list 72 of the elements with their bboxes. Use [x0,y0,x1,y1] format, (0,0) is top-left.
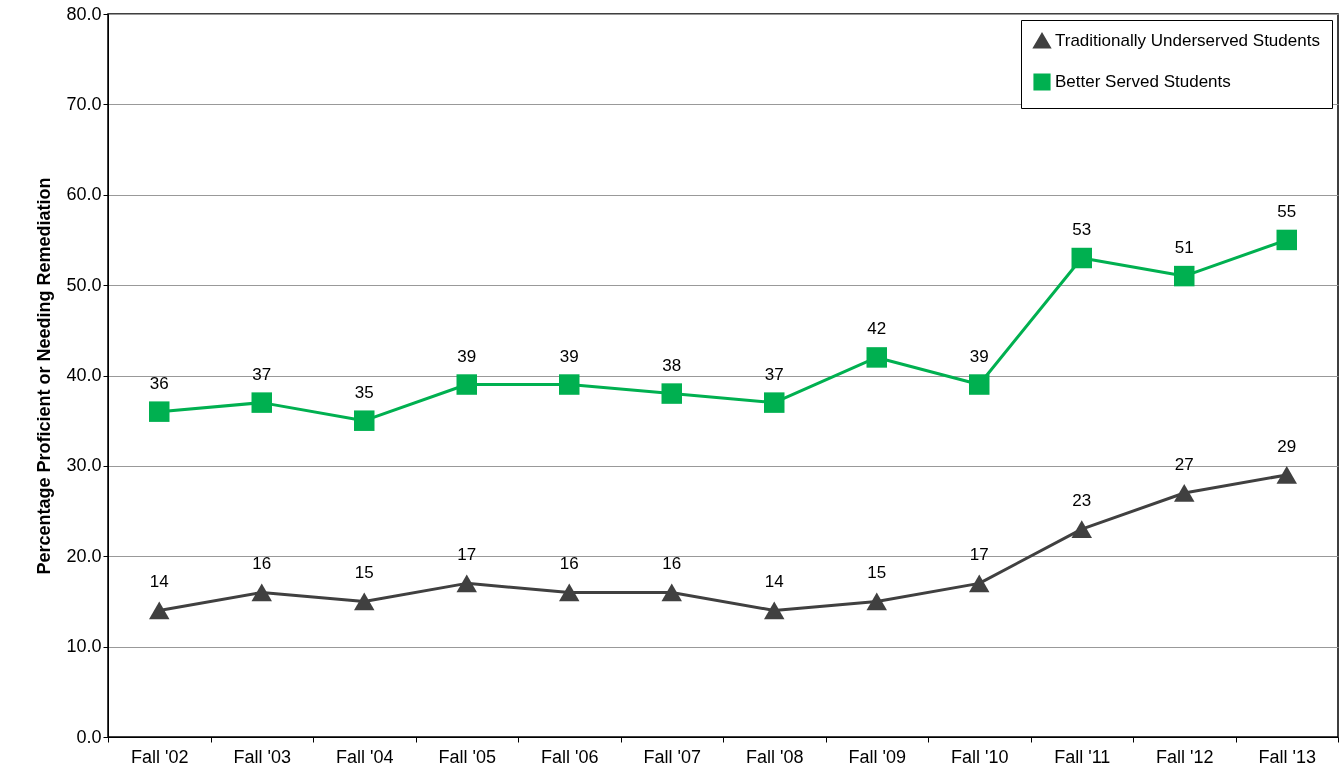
point [1276,466,1297,484]
data-label: 55 [1277,201,1297,221]
x-tick-label: Fall '13 [1258,746,1316,767]
point [251,583,272,602]
data-label: 27 [1174,454,1194,474]
data-label: 16 [662,554,682,574]
point [456,574,477,593]
point [1174,484,1195,502]
point [251,392,272,413]
point [764,392,785,413]
data-label: 15 [354,563,374,583]
point [559,583,580,602]
point [456,374,477,395]
point [866,347,887,368]
point [1174,265,1195,287]
data-label: 39 [559,346,579,366]
data-label: 23 [1072,491,1092,511]
x-tick-label: Fall '10 [951,746,1009,767]
x-tick-label: Fall '02 [131,746,189,767]
point [559,374,580,395]
y-axis-title: Percentage Proficient or Needing Remediation [34,177,55,575]
point [354,410,375,431]
x-tick-label: Fall '12 [1156,746,1214,767]
y-tick-label: 70.0 [66,93,102,114]
x-tick-label: Fall '03 [233,746,291,767]
x-tick-label: Fall '06 [541,746,599,767]
point [969,374,990,395]
x-tick-label: Fall '04 [336,746,394,767]
data-label: 37 [252,364,272,384]
data-label: 14 [149,572,169,592]
legend-label: Traditionally Underserved Students [1055,31,1320,50]
data-label: 39 [457,346,477,366]
y-tick-label: 40.0 [66,365,102,385]
data-label: 37 [764,364,784,384]
point [661,383,682,404]
y-tick-label: 0.0 [76,726,102,747]
data-label: 38 [662,355,682,375]
point [354,592,375,611]
data-label: 53 [1072,220,1092,240]
point [149,401,170,422]
data-label: 16 [252,554,272,574]
y-tick-label: 20.0 [66,545,102,566]
data-label: 51 [1174,238,1194,258]
point [1071,247,1092,269]
data-label: 42 [867,319,887,339]
x-tick-label: Fall '09 [848,746,906,767]
y-tick-label: 30.0 [66,455,102,476]
x-tick-label: Fall '08 [746,746,804,767]
x-tick-label: Fall '11 [1054,746,1111,767]
point [1276,229,1297,251]
data-label: 36 [149,373,169,393]
data-label: 15 [867,563,887,583]
data-label: 17 [969,545,989,565]
y-tick-label: 60.0 [66,184,102,205]
data-label: 16 [559,554,579,574]
point [969,574,990,593]
legend-label: Better Served Students [1055,72,1231,91]
y-tick-label: 10.0 [66,636,102,657]
data-label: 17 [457,545,477,565]
data-label: 29 [1277,436,1297,456]
point [1071,520,1092,539]
x-tick-label: Fall '07 [643,746,701,767]
y-tick-label: 80.0 [66,3,102,24]
x-tick-label: Fall '05 [438,746,496,767]
y-tick-label: 50.0 [66,274,102,295]
point [661,583,682,602]
point [764,601,785,620]
data-label: 35 [354,382,374,402]
point [149,601,170,620]
data-label: 39 [969,346,989,366]
point [866,592,887,611]
data-label: 14 [764,572,784,592]
